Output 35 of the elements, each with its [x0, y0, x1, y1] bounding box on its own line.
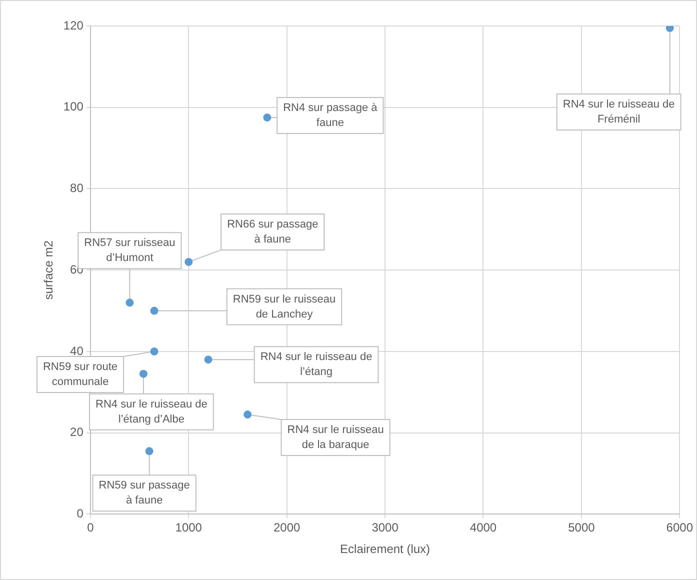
y-tick-label: 40	[70, 344, 84, 358]
point	[145, 447, 154, 456]
point	[666, 26, 674, 32]
point	[184, 258, 193, 266]
point	[150, 306, 158, 315]
annotation: RN57 sur ruisseau d’Humont	[84, 237, 176, 264]
annotation: RN59 sur passage à faune	[98, 480, 190, 507]
y-tick-label: 100	[63, 100, 84, 114]
x-axis-title: Eclairement (lux)	[340, 542, 430, 556]
x-tick-label: 5000	[568, 520, 596, 535]
y-tick-label: 120	[63, 18, 84, 32]
annotation: RN66 sur passage à faune	[227, 218, 318, 246]
point	[139, 370, 148, 378]
point	[126, 298, 134, 307]
x-tick-label: 4000	[470, 520, 497, 535]
y-axis-title: surface m2	[42, 240, 56, 300]
point	[263, 114, 272, 122]
annotation: RN59 sur le ruisseau de Lanchey	[232, 293, 336, 320]
point	[150, 347, 158, 356]
annotation: RN4 sur le ruisseau de la baraque	[287, 424, 384, 452]
annotation: RN4 sur le ruisseau de l’étang	[260, 351, 372, 378]
x-tick-label: 2000	[273, 520, 300, 535]
annotation: RN4 sur passage à faune	[283, 102, 378, 130]
x-tick-label: 1000	[175, 520, 202, 535]
y-tick-label: 20	[70, 425, 84, 440]
x-tick-label: 3000	[372, 520, 399, 535]
x-tick-label: 0	[87, 520, 94, 535]
y-tick-label: 0	[76, 506, 84, 521]
annotation: RN59 sur route communale	[42, 361, 118, 388]
annotation: RN4 sur le ruisseau de Fréménil	[562, 98, 675, 126]
y-tick-label: 80	[70, 181, 84, 196]
annotation: RN4 sur le ruisseau de l’étang d’Albe	[96, 398, 208, 426]
x-tick-label: 6000	[666, 520, 694, 535]
point	[204, 356, 212, 364]
point	[244, 410, 252, 419]
